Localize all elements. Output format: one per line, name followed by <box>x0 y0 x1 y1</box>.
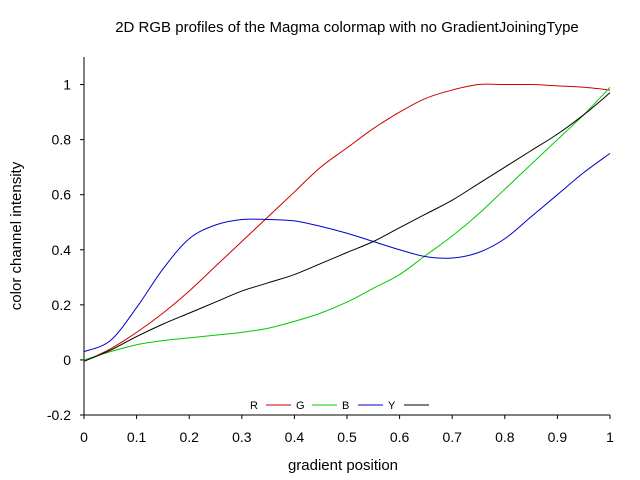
series-line-b <box>83 152 611 353</box>
y-tick-label: 0 <box>63 352 71 368</box>
x-tick-label: 0.1 <box>127 429 147 445</box>
chart-title: 2D RGB profiles of the Magma colormap wi… <box>115 19 579 36</box>
x-tick-label: 0.7 <box>442 429 462 445</box>
x-tick-label: 0 <box>80 429 88 445</box>
y-tick-label: 0.6 <box>52 187 72 203</box>
x-tick-label: 1 <box>606 429 614 445</box>
x-tick-label: 0.6 <box>390 429 410 445</box>
axes: 0 0.1 0.2 0.3 0.4 0.5 0.6 0.7 0.8 0.9 1 -0.2 0 0.2 0.4… <box>47 57 614 445</box>
x-tick-label: 0.2 <box>179 429 199 445</box>
x-tick-label: 0.5 <box>337 429 357 445</box>
x-tick-label: 0.4 <box>285 429 305 445</box>
y-tick-label: 0.8 <box>52 132 72 148</box>
x-tick-label: 0.9 <box>548 429 568 445</box>
series-group <box>83 83 611 362</box>
legend-label-r: R <box>250 400 258 412</box>
y-tick-label: -0.2 <box>47 407 71 423</box>
x-axis-label: gradient position <box>288 457 398 474</box>
legend-label-b: B <box>342 400 349 412</box>
x-tick-label: 0.8 <box>495 429 515 445</box>
series-line-y <box>83 92 611 362</box>
legend-label-y: Y <box>388 400 396 412</box>
x-tick-label: 0.3 <box>232 429 252 445</box>
legend-label-g: G <box>296 400 305 412</box>
y-tick-label: 0.2 <box>52 297 72 313</box>
y-axis-label: color channel intensity <box>8 161 25 310</box>
y-tick-label: 0.4 <box>52 242 72 258</box>
series-line-g <box>83 86 611 361</box>
series-line-r <box>83 83 611 362</box>
y-tick-label: 1 <box>63 77 71 93</box>
